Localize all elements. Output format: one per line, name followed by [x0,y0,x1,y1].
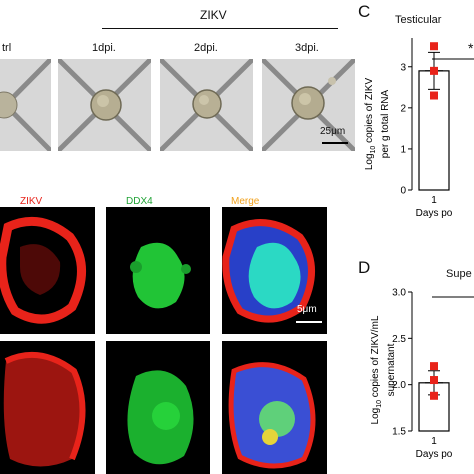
fluor-ddx4-row1 [106,207,210,334]
panel-d-point-1 [430,376,438,385]
zikv-group-bracket [102,28,338,29]
panel-c-ytick-label-3: 3 [400,62,406,73]
panel-d-point-2 [430,391,438,400]
col-label-ctrl: trl [2,42,12,54]
micrograph-3dpi: 25μm [262,59,355,151]
scale-bar-line-top [322,142,348,144]
panel-d-ylabel-main: Log [370,407,381,425]
panel-d-ytick-label-2: 2.5 [392,334,406,345]
panel-d-xlabel: Days po [416,449,453,460]
col-label-2dpi: 2dpi. [194,42,218,54]
panel-c-bar-0 [418,70,450,191]
fluor-zikv-row1 [0,207,95,334]
panel-c-point-2 [430,91,438,100]
panel-c-ylabel-line2: per g total RNA [380,89,391,159]
panel-c-ylabel: Log10 copies of ZIKV per g total RNA [364,34,392,214]
panel-c-ytick-label-0: 0 [400,186,406,197]
panel-d-chart: 1.5 2.0 2.5 3.0 1 Days po [392,288,474,460]
fluor-ddx4-row2 [106,341,210,474]
panel-d-xtick-label-0: 1 [431,436,437,447]
channel-label-merge: Merge [231,196,260,207]
panel-d-ytick-label-0: 1.5 [392,427,406,438]
panel-c-title: Testicular [395,14,442,26]
scale-bar-label-fluor: 5μm [297,304,317,315]
panel-c-point-0 [430,42,438,51]
panel-c-ylabel-rest: copies of ZIKV [364,77,375,146]
panel-c-ytick-label-2: 2 [400,103,406,114]
panel-letter-c: C [358,2,371,21]
scale-bar-label-top: 25μm [320,126,346,137]
panel-d-title: Supe [446,268,472,280]
panel-c-significance: * [468,40,474,56]
panel-d-ytick-label-3: 3.0 [392,288,406,299]
panel-c-point-1 [430,66,438,75]
panel-d-bar-0 [418,382,450,432]
scale-bar-line-fluor [296,321,322,323]
panel-d-ylabel-rest: copies of ZIKV/mL [370,315,381,400]
micrograph-ctrl [0,59,51,151]
channel-label-ddx4: DDX4 [126,196,153,207]
micrograph-2dpi [160,59,253,151]
channel-label-zikv: ZIKV [20,196,43,207]
panel-c-ylabel-main: Log [364,153,375,171]
panel-c-ytick-label-1: 1 [400,144,406,155]
micrograph-1dpi [58,59,151,151]
panel-d-point-0 [430,362,438,371]
fluor-merge-row1: 5μm [222,207,327,334]
panel-c-xlabel: Days po [416,208,453,219]
panel-c-xtick-label-0: 1 [431,195,437,206]
zikv-group-label: ZIKV [200,8,227,22]
panel-c-chart: 0 1 2 3 1 Days po [400,38,474,219]
col-label-1dpi: 1dpi. [92,42,116,54]
col-label-3dpi: 3dpi. [295,42,319,54]
panel-letter-d: D [358,258,371,277]
panel-d-ytick-label-1: 2.0 [392,380,406,391]
fluor-merge-row2 [222,341,327,474]
panel-d-ylabel-sub: 10 [376,400,383,408]
panel-c-ylabel-sub: 10 [370,145,377,154]
fluor-zikv-row2 [0,341,95,474]
